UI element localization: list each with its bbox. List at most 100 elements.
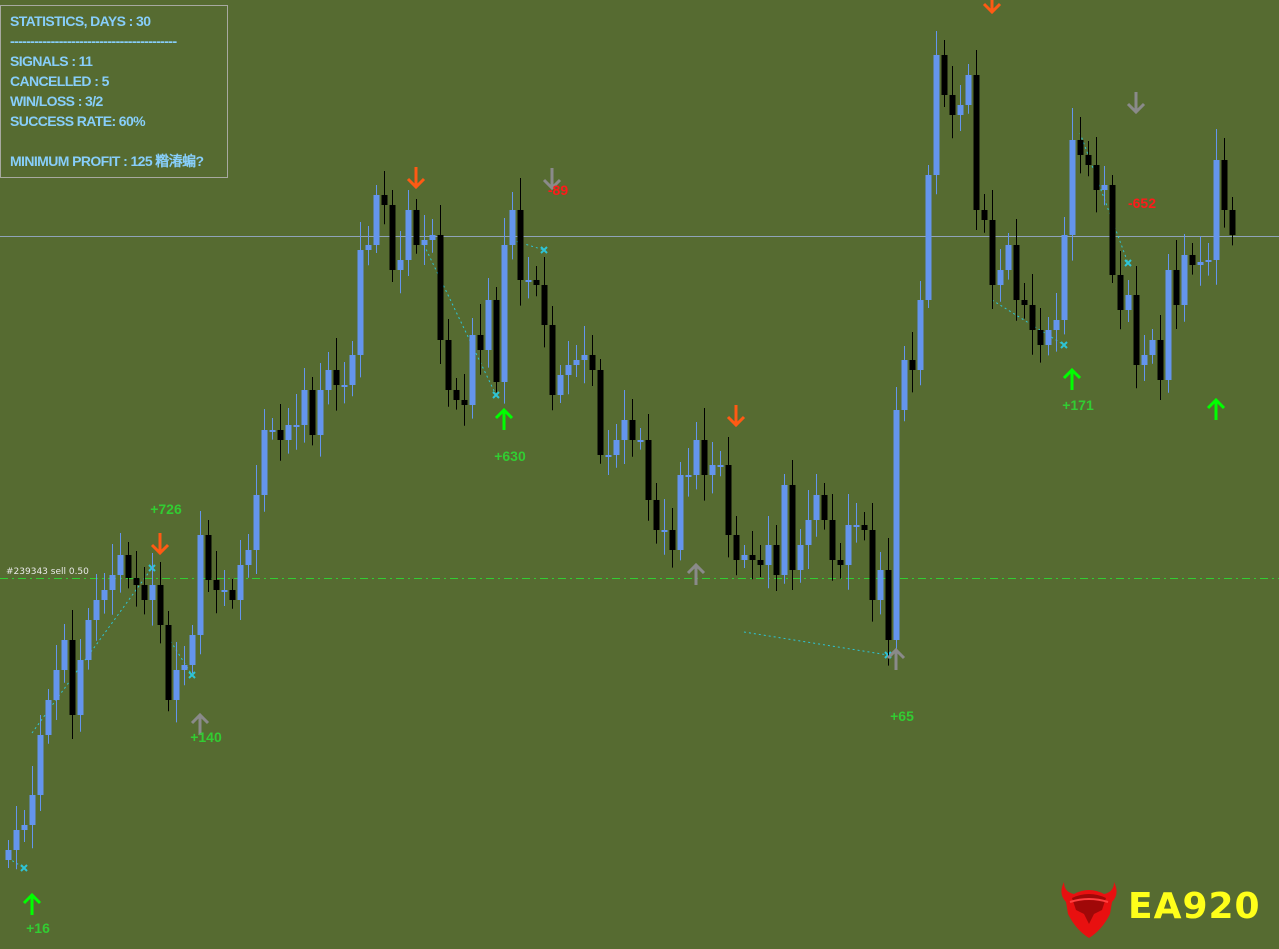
candle-body xyxy=(221,590,228,592)
candle-body xyxy=(141,585,148,600)
bear-candle xyxy=(1221,138,1228,228)
stats-win-loss: WIN/LOSS : 3/2 xyxy=(10,93,103,109)
bull-candle xyxy=(29,766,36,849)
bull-candle xyxy=(621,390,628,464)
candle-body xyxy=(701,440,708,475)
candle-body xyxy=(573,360,580,365)
arrow-up-icon xyxy=(494,407,514,430)
candle-body xyxy=(957,105,964,115)
candle-body xyxy=(837,560,844,565)
bull-candle xyxy=(325,352,332,405)
candle-body xyxy=(1141,355,1148,365)
bear-candle xyxy=(413,199,420,254)
bear-candle xyxy=(125,542,132,589)
trade-close-marker-icon xyxy=(492,391,500,399)
candle-body xyxy=(397,260,404,270)
bear-candle xyxy=(861,512,868,541)
candle-body xyxy=(381,195,388,205)
candle-body xyxy=(1189,255,1196,265)
candle-body xyxy=(61,640,68,670)
bull-candle xyxy=(245,534,252,578)
candle-body xyxy=(1037,330,1044,345)
candle-body xyxy=(1205,260,1212,262)
candle-body xyxy=(949,95,956,115)
bull-candle xyxy=(469,318,476,419)
signal-result-label: +16 xyxy=(26,920,50,936)
bull-candle xyxy=(1149,329,1156,364)
bear-candle xyxy=(1157,315,1164,400)
bear-candle xyxy=(1173,240,1180,329)
bull-candle xyxy=(485,278,492,368)
trade-path-line xyxy=(991,299,1065,346)
candle-body xyxy=(1213,160,1220,260)
candle-body xyxy=(1181,255,1188,305)
bear-candle xyxy=(1085,141,1092,177)
trade-path-line xyxy=(167,636,193,676)
bull-candle xyxy=(101,573,108,614)
bull-candle xyxy=(349,341,356,397)
bear-candle xyxy=(1037,308,1044,363)
candle-body xyxy=(973,75,980,210)
bull-candle xyxy=(613,424,620,468)
candle-body xyxy=(749,555,756,560)
candle-body xyxy=(637,440,644,442)
signal-arrows: +16 +726 +140 +630 -89 +65 +171 -652 xyxy=(22,0,1226,936)
bull-candle xyxy=(661,499,668,555)
candle-body xyxy=(789,485,796,570)
trade-close-marker-icon xyxy=(540,246,548,254)
bull-candle xyxy=(709,442,716,494)
candle-body xyxy=(1125,295,1132,310)
stats-success-rate: SUCCESS RATE: 60% xyxy=(10,113,146,129)
candle-body xyxy=(557,375,564,395)
candle-body xyxy=(533,280,540,285)
bull-candle xyxy=(813,474,820,537)
bull-candle xyxy=(109,544,116,615)
bear-candle xyxy=(133,551,140,607)
candle-body xyxy=(93,600,100,620)
candle-body xyxy=(965,75,972,105)
bull-candle xyxy=(1197,236,1204,286)
arrow-down-icon xyxy=(406,167,426,190)
bull-candle xyxy=(253,465,260,574)
bear-candle xyxy=(69,610,76,739)
candle-body xyxy=(845,525,852,565)
candle-body xyxy=(485,300,492,350)
bear-candle xyxy=(493,287,500,393)
bear-candle xyxy=(309,377,316,446)
logo-text: EA920 xyxy=(1128,886,1261,927)
bear-candle xyxy=(461,374,468,426)
bear-candle xyxy=(1021,283,1028,319)
trade-close-marker-icon xyxy=(1060,341,1068,349)
trade-path-line xyxy=(31,567,153,734)
candle-body xyxy=(541,285,548,325)
candle-body xyxy=(493,300,500,382)
candle-body xyxy=(917,300,924,370)
candle-body xyxy=(293,425,300,427)
bear-candle xyxy=(669,508,676,568)
bull-candle xyxy=(1045,317,1052,356)
candle-body xyxy=(261,430,268,495)
candle-body xyxy=(989,220,996,285)
candle-body xyxy=(549,325,556,395)
bear-candle xyxy=(653,483,660,544)
candle-body xyxy=(29,795,36,825)
bull-candle xyxy=(261,409,268,512)
bull-candle xyxy=(365,226,372,266)
bear-candle xyxy=(453,378,460,410)
bull-candle xyxy=(581,326,588,384)
bear-candle xyxy=(277,404,284,461)
candle-body xyxy=(453,390,460,400)
bull-candle xyxy=(1205,243,1212,276)
candle-body xyxy=(85,620,92,660)
bull-candle xyxy=(845,494,852,590)
bear-candle xyxy=(757,545,764,577)
candle-body xyxy=(661,530,668,532)
arrow-down-icon xyxy=(542,168,562,191)
bear-candle xyxy=(1029,274,1036,355)
candle-body xyxy=(157,585,164,625)
bull-candle xyxy=(1101,166,1108,206)
bear-candle xyxy=(141,567,148,615)
bear-candle xyxy=(1093,137,1100,213)
candle-body xyxy=(117,555,124,575)
arrow-down-icon xyxy=(150,533,170,556)
